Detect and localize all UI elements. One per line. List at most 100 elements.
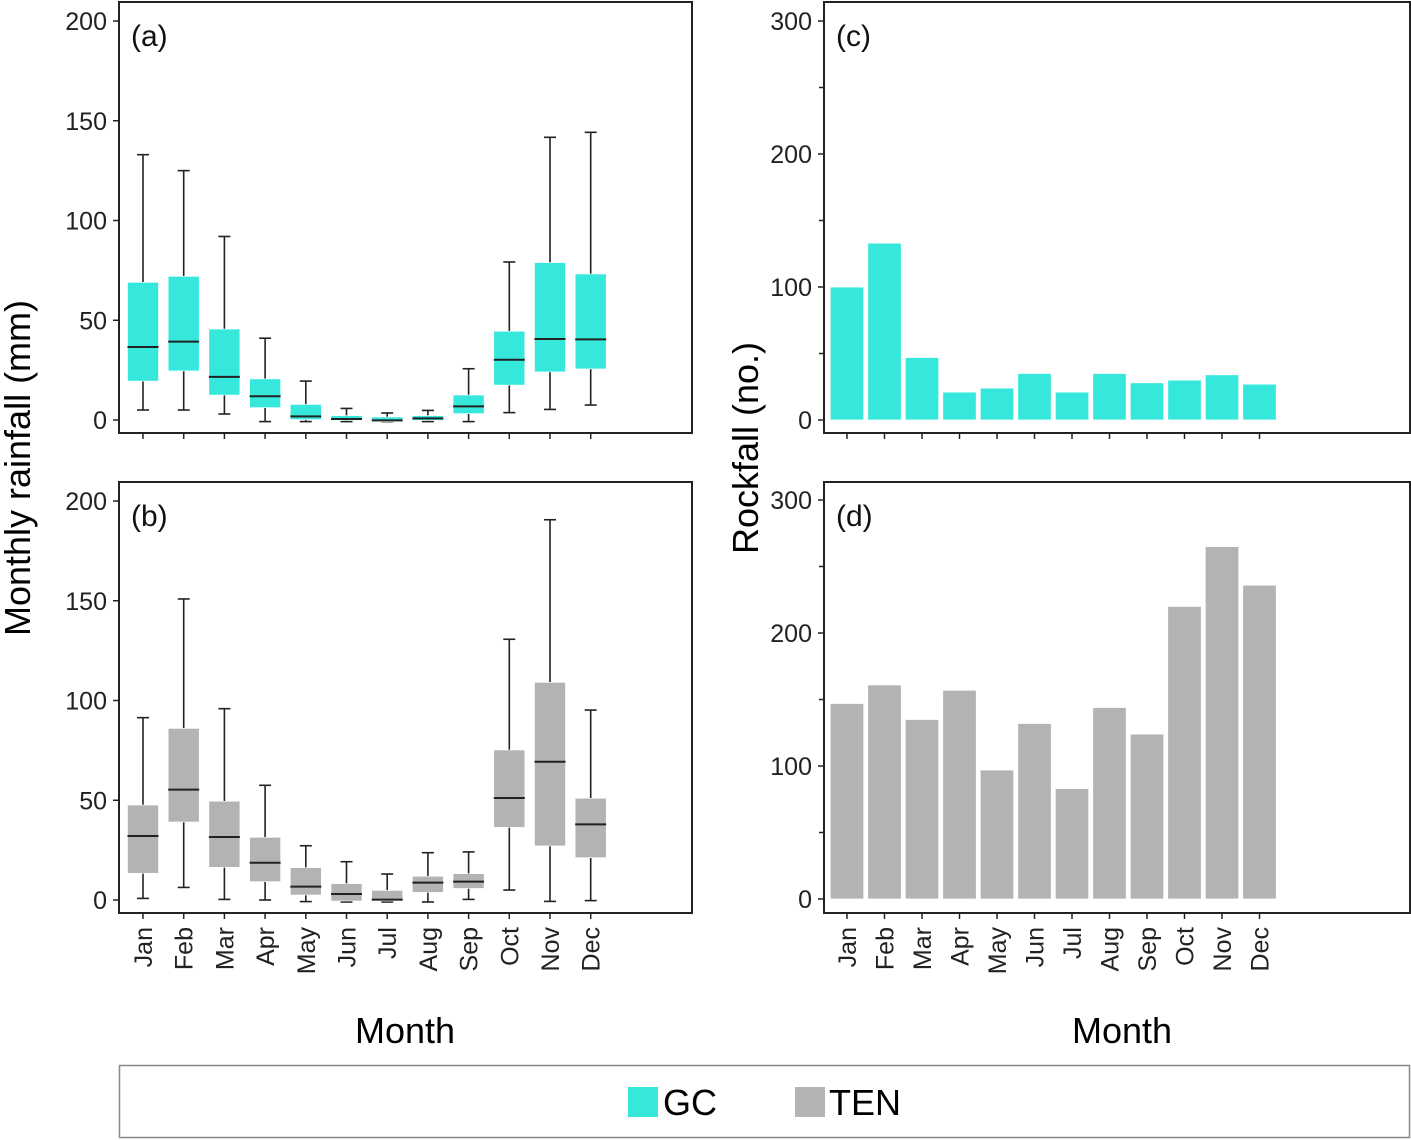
bar xyxy=(1129,382,1165,421)
x-tick-label: Aug xyxy=(415,927,443,971)
x-tick-label: Nov xyxy=(1209,927,1237,972)
y-tick-label: 0 xyxy=(93,887,107,915)
panel-a-rainfall-gc: (a) 0 50 100 150 200 xyxy=(65,1,693,439)
box xyxy=(493,330,526,386)
x-tick-label: Jan xyxy=(130,927,158,967)
bar xyxy=(979,769,1015,900)
box xyxy=(208,328,241,396)
legend-swatch-ten xyxy=(795,1087,825,1117)
bar xyxy=(942,689,977,900)
y-tick-label: 200 xyxy=(65,488,107,516)
legend-frame xyxy=(118,1064,1411,1139)
y-tick-label: 300 xyxy=(770,487,812,515)
left-y-axis-title: Monthly rainfall (mm) xyxy=(0,300,38,636)
bar xyxy=(1204,546,1240,900)
y-tick-label: 200 xyxy=(770,141,812,169)
bar xyxy=(1092,707,1127,900)
box xyxy=(371,416,404,422)
y-tick-label: 0 xyxy=(93,407,107,435)
x-tick-label: Sep xyxy=(456,927,484,971)
x-tick-label: Oct xyxy=(496,927,524,966)
box xyxy=(249,837,281,882)
box xyxy=(249,378,281,408)
right-x-axis-title: Month xyxy=(1072,1010,1172,1051)
y-tick-label: 150 xyxy=(65,588,107,616)
box xyxy=(534,262,566,373)
box xyxy=(371,890,404,902)
box xyxy=(534,682,566,847)
y-tick-label: 300 xyxy=(770,8,812,36)
legend: GC TEN xyxy=(118,1064,1411,1139)
panel-label: (a) xyxy=(131,20,168,53)
x-tick-label: Jan xyxy=(834,927,862,967)
bar xyxy=(1129,733,1165,900)
panel-label: (b) xyxy=(131,500,168,533)
bar xyxy=(1092,373,1127,421)
x-tick-label: Mar xyxy=(211,927,239,970)
y-tick-label: 0 xyxy=(798,886,812,914)
panel-d-rockfall-ten: (d) 0 100 200 300 Jan Feb Mar Apr May Jun Jul Aug Sep… xyxy=(770,481,1411,975)
x-tick-label: Dec xyxy=(578,927,606,971)
legend-swatch-gc xyxy=(628,1087,658,1117)
y-tick-label: 200 xyxy=(770,620,812,648)
legend-label-gc: GC xyxy=(663,1082,717,1123)
x-tick-label: May xyxy=(293,927,321,975)
bar xyxy=(829,286,865,421)
right-y-axis-title: Rockfall (no.) xyxy=(725,342,766,554)
bar xyxy=(1167,606,1202,900)
x-tick-label: Nov xyxy=(537,927,565,972)
panel-b-rainfall-ten: (b) 0 50 100 150 200 Jan Feb Mar Apr May Jun Jul Aug S… xyxy=(65,481,693,975)
bar xyxy=(979,387,1015,421)
bar xyxy=(1017,373,1052,421)
x-tick-label: Sep xyxy=(1134,927,1162,971)
x-tick-label: Mar xyxy=(909,927,937,970)
x-tick-label: Dec xyxy=(1247,927,1275,971)
x-tick-label: Apr xyxy=(252,927,280,966)
y-tick-label: 150 xyxy=(65,108,107,136)
box xyxy=(412,875,444,893)
y-tick-label: 100 xyxy=(770,753,812,781)
bar xyxy=(1242,383,1277,421)
x-tick-label: Jul xyxy=(374,927,402,959)
left-x-axis-title: Month xyxy=(355,1010,455,1051)
bar xyxy=(1204,374,1240,421)
y-tick-label: 100 xyxy=(65,688,107,716)
bar xyxy=(1242,584,1277,900)
y-tick-label: 200 xyxy=(65,8,107,36)
box xyxy=(127,804,159,874)
bar xyxy=(867,684,902,900)
bar xyxy=(942,391,977,421)
box xyxy=(167,728,200,823)
box xyxy=(330,883,363,902)
box xyxy=(167,276,200,372)
x-tick-label: Apr xyxy=(947,927,975,966)
bar xyxy=(904,719,940,900)
box xyxy=(574,273,607,370)
bar xyxy=(1054,788,1090,900)
y-tick-label: 50 xyxy=(79,307,107,335)
y-tick-label: 100 xyxy=(770,274,812,302)
x-tick-label: Oct xyxy=(1172,927,1200,966)
x-tick-label: May xyxy=(984,927,1012,975)
x-tick-label: Jun xyxy=(1022,927,1050,967)
y-tick-label: 50 xyxy=(79,787,107,815)
box xyxy=(574,797,607,859)
box xyxy=(289,867,322,896)
bar xyxy=(904,357,940,421)
box xyxy=(452,394,485,414)
panel-c-rockfall-gc: (c) 0 100 200 300 xyxy=(770,1,1411,439)
bar xyxy=(1167,379,1202,421)
bar xyxy=(829,703,865,900)
box xyxy=(208,800,241,868)
bar xyxy=(867,242,902,421)
bar xyxy=(1017,723,1052,900)
box xyxy=(493,749,526,828)
panel-label: (d) xyxy=(836,500,873,533)
bar xyxy=(1054,391,1090,421)
x-tick-label: Jun xyxy=(334,927,362,967)
x-tick-label: Aug xyxy=(1097,927,1125,971)
y-tick-label: 100 xyxy=(65,208,107,236)
y-tick-label: 0 xyxy=(798,407,812,435)
x-tick-label: Feb xyxy=(872,927,900,970)
